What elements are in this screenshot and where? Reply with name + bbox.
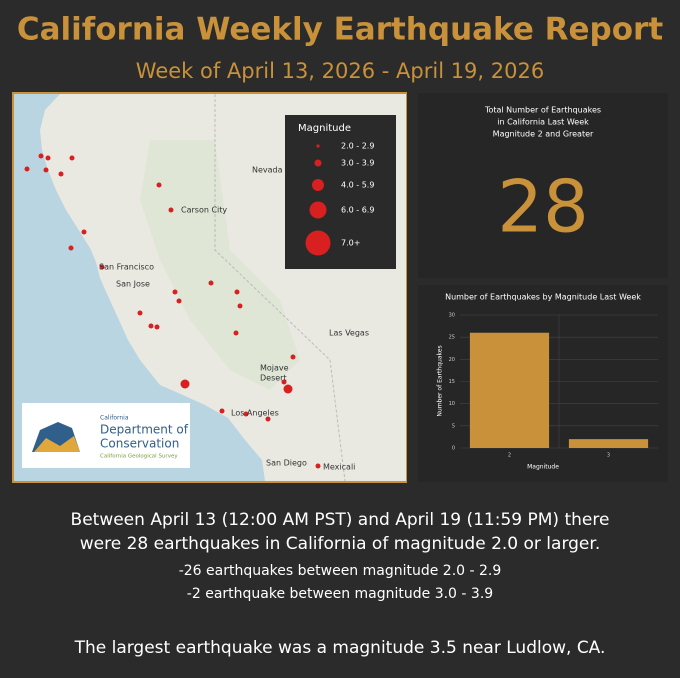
quake: [265, 416, 271, 422]
stat-title: Magnitude 2 and Greater: [493, 130, 594, 139]
quake: [290, 354, 296, 360]
quake: [38, 153, 44, 159]
summary-line: Between April 13 (12:00 AM PST) and Apri…: [71, 510, 610, 530]
state-border: [214, 94, 346, 482]
quake: [176, 298, 182, 304]
quake: [219, 408, 225, 414]
quake: [281, 379, 287, 385]
legend-symbol: [314, 159, 322, 167]
summary-line: -2 earthquake between magnitude 3.0 - 3.…: [187, 586, 493, 602]
legend-symbol: [309, 201, 327, 219]
legend-symbols: [305, 144, 331, 256]
quake: [243, 411, 249, 417]
map: Nevada Carson City San Francisco San Jos…: [12, 92, 407, 483]
y-tick-label: 30: [449, 313, 455, 319]
logo-hills: [34, 436, 80, 452]
place-label: San Diego: [266, 459, 307, 468]
summary-line: -26 earthquakes between magnitude 2.0 - …: [179, 563, 502, 579]
legend-label: 6.0 - 6.9: [341, 206, 374, 215]
summary: Between April 13 (12:00 AM PST) and Apri…: [71, 510, 610, 658]
quake: [172, 289, 178, 295]
bar: [568, 439, 649, 448]
summary-line: were 28 earthquakes in California of mag…: [80, 534, 600, 554]
legend-symbol: [316, 144, 320, 148]
y-tick-label: 25: [449, 335, 455, 341]
legend-title: Magnitude: [298, 123, 351, 134]
quake: [58, 171, 64, 177]
logo-line: Conservation: [100, 437, 179, 451]
logo-survey: California Geological Survey: [100, 454, 178, 460]
quake: [233, 330, 239, 336]
title: California Weekly Earthquake Report: [17, 12, 664, 48]
quake: [43, 167, 49, 173]
summary-line: The largest earthquake was a magnitude 3…: [74, 638, 606, 658]
quake: [24, 166, 30, 172]
quake: [180, 379, 190, 389]
place-label: Los Angeles: [231, 409, 279, 418]
quake: [45, 155, 51, 161]
place-label: Nevada: [252, 166, 283, 175]
x-axis-label: Magnitude: [527, 464, 559, 471]
stat-panel: [418, 93, 668, 278]
quake: [315, 463, 321, 469]
y-tick-label: 5: [452, 423, 455, 429]
stat-title: in California Last Week: [497, 118, 589, 127]
place-label: San Jose: [116, 280, 150, 289]
legend-symbol: [305, 230, 331, 256]
quake: [148, 323, 154, 329]
quake: [283, 384, 293, 394]
quake: [237, 303, 243, 309]
logo-line: Department of: [100, 423, 189, 437]
place-label: Carson City: [181, 206, 227, 215]
quake: [81, 229, 87, 235]
quake: [208, 280, 214, 286]
y-tick-label: 15: [449, 379, 455, 385]
y-tick-label: 10: [449, 401, 455, 407]
quake: [156, 182, 162, 188]
place-label: Mexicali: [323, 463, 355, 472]
legend-label: 2.0 - 2.9: [341, 142, 374, 151]
quake: [137, 310, 143, 316]
legend-symbol: [312, 179, 324, 191]
place-label: Mojave: [260, 364, 289, 373]
quake: [168, 207, 174, 213]
quake: [154, 324, 160, 330]
place-label: Las Vegas: [329, 329, 369, 338]
valley-relief: [140, 140, 300, 390]
legend-label: 7.0+: [341, 239, 360, 248]
x-tick-label: 3: [607, 453, 610, 459]
quake: [68, 245, 74, 251]
legend: [285, 115, 396, 269]
stat-value: 28: [497, 165, 589, 249]
bar: [469, 332, 550, 448]
logo-state: California: [100, 415, 129, 422]
y-tick-label: 0: [452, 446, 455, 452]
earthquake-dots: [24, 153, 321, 469]
legend-label: 4.0 - 5.9: [341, 181, 374, 190]
place-label: Desert: [260, 374, 287, 383]
quake: [234, 289, 240, 295]
stat-title: Total Number of Earthquakes: [484, 106, 601, 115]
quake: [69, 155, 75, 161]
y-axis-label: Number of Earthquakes: [437, 345, 444, 416]
quake: [99, 264, 105, 270]
legend-label: 3.0 - 3.9: [341, 159, 374, 168]
place-label: San Francisco: [99, 263, 154, 272]
subtitle: Week of April 13, 2026 - April 19, 2026: [136, 59, 544, 83]
x-tick-label: 2: [508, 453, 511, 459]
chart-title: Number of Earthquakes by Magnitude Last …: [445, 293, 641, 302]
y-tick-label: 20: [449, 357, 455, 363]
